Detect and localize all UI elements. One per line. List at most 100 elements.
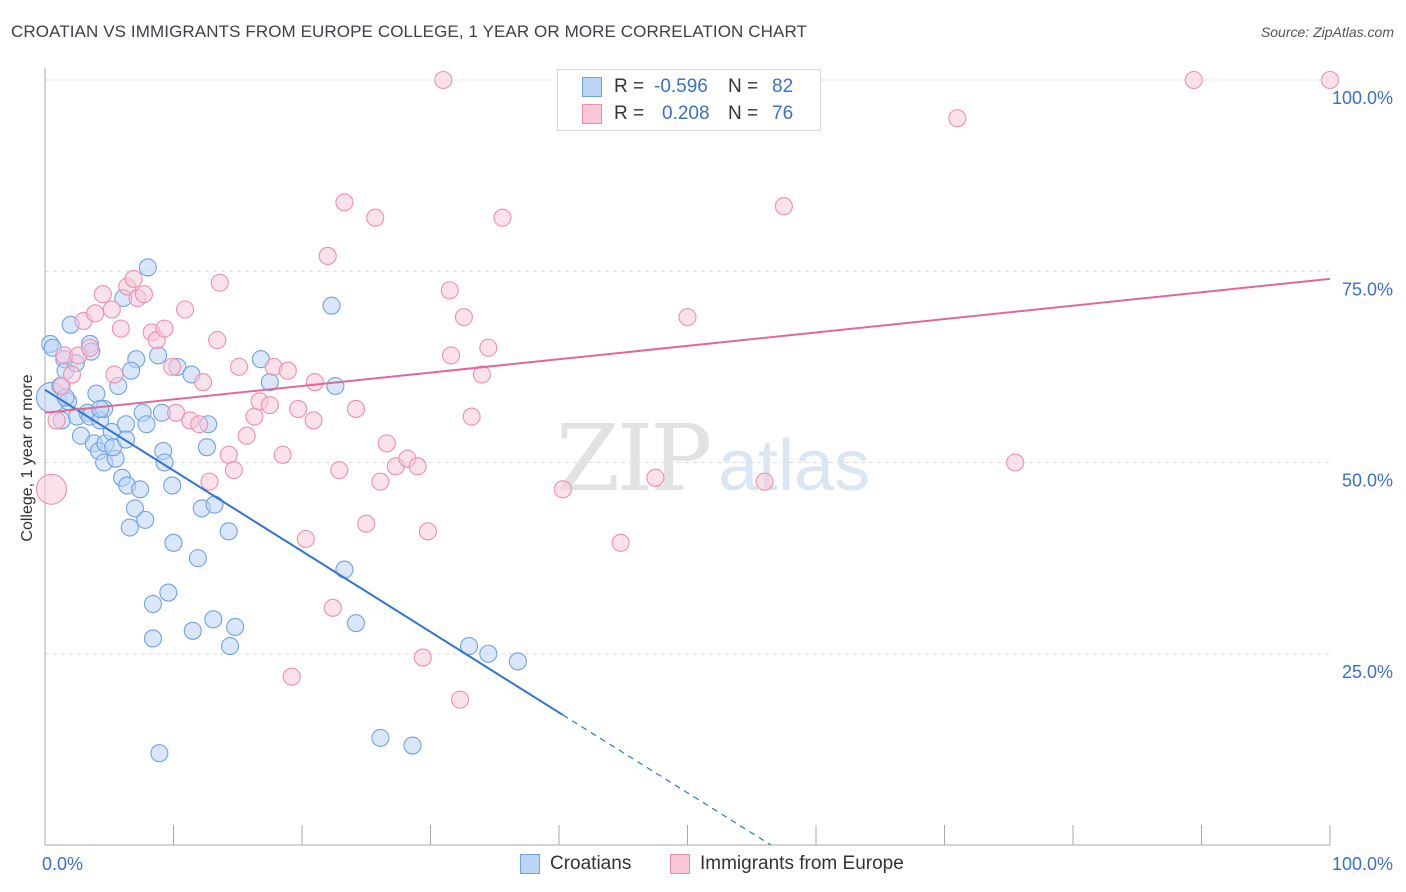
data-point — [208, 331, 227, 350]
data-point — [553, 480, 572, 499]
data-point — [273, 445, 292, 464]
y-axis-label: College, 1 year or more — [19, 374, 36, 542]
y-tick-label: 75.0% — [1342, 279, 1393, 299]
bottom-legend-croatians: Croatians — [520, 852, 631, 876]
bottom-legend-label-immigrants: Immigrants from Europe — [700, 853, 904, 874]
data-point — [326, 376, 345, 396]
data-point — [335, 193, 354, 212]
data-point — [330, 461, 349, 480]
data-point — [403, 736, 422, 755]
data-point — [102, 300, 121, 319]
data-point — [197, 438, 216, 457]
data-point — [125, 499, 144, 518]
data-point — [318, 246, 337, 265]
data-point — [163, 357, 182, 376]
data-point — [440, 281, 459, 300]
series-croatians — [35, 258, 527, 763]
data-point — [479, 644, 498, 663]
data-point — [155, 319, 174, 338]
data-point — [200, 472, 219, 491]
data-point — [164, 533, 183, 552]
data-point — [124, 269, 143, 288]
data-point — [282, 667, 301, 686]
data-point — [47, 411, 66, 430]
data-point — [678, 308, 697, 327]
n-label: N = — [728, 76, 759, 97]
data-point — [143, 594, 162, 614]
data-point — [116, 415, 136, 434]
x-tick-label-max: 100.0% — [1332, 854, 1393, 874]
data-point — [1320, 70, 1340, 90]
data-point — [105, 365, 124, 384]
data-point — [304, 411, 323, 430]
data-point — [371, 728, 390, 747]
data-point — [442, 346, 461, 365]
watermark-zip: ZIP — [556, 405, 709, 512]
legend-row-croatians: R = -0.596 N = 82 — [582, 76, 793, 98]
data-point — [219, 445, 238, 464]
trend-line-croatians-extension — [562, 714, 772, 846]
data-point — [131, 480, 150, 499]
data-point — [224, 461, 243, 480]
data-point — [278, 361, 297, 380]
legend-swatch-croatians — [582, 77, 602, 97]
data-point — [111, 319, 130, 338]
data-point — [237, 426, 256, 445]
source-label: Source: ZipAtlas.com — [1260, 24, 1394, 40]
data-point — [508, 652, 527, 671]
data-point — [755, 472, 774, 491]
data-point — [322, 296, 341, 315]
data-point — [451, 690, 470, 709]
data-point — [434, 70, 453, 90]
data-point — [205, 495, 224, 514]
data-point — [366, 208, 385, 227]
data-point — [408, 457, 427, 476]
data-point — [371, 472, 390, 491]
data-point — [1184, 70, 1203, 90]
data-point — [149, 346, 168, 365]
data-point — [226, 617, 245, 637]
data-point — [305, 373, 324, 392]
data-point — [183, 621, 202, 640]
data-point — [91, 399, 110, 419]
y-tick-label: 25.0% — [1342, 662, 1393, 682]
n-value-immigrants: 76 — [772, 103, 794, 124]
data-point — [122, 361, 141, 380]
data-point — [52, 376, 71, 396]
data-point — [459, 637, 479, 656]
data-point — [229, 357, 249, 376]
legend-row-immigrants: R = 0.208 N = 76 — [582, 103, 793, 125]
data-point — [194, 373, 213, 392]
watermark-atlas: atlas — [718, 426, 870, 506]
data-point — [454, 308, 473, 327]
data-point — [143, 629, 162, 648]
data-point — [260, 396, 279, 415]
data-point — [137, 415, 156, 434]
r-value-croatians: -0.596 — [654, 76, 708, 97]
chart-title: CROATIAN VS IMMIGRANTS FROM EUROPE COLLE… — [11, 22, 808, 41]
data-point — [188, 549, 207, 568]
data-point — [357, 514, 376, 533]
data-point — [418, 522, 437, 541]
bottom-swatch-immigrants — [670, 854, 690, 874]
data-point — [479, 338, 498, 357]
data-point — [136, 510, 155, 529]
data-point — [62, 365, 82, 384]
r-label: R = — [614, 103, 645, 124]
watermark: ZIP atlas — [556, 405, 870, 512]
data-point — [210, 273, 229, 292]
data-point — [377, 434, 396, 453]
data-point — [774, 197, 793, 216]
data-point — [493, 208, 512, 227]
correlation-legend: R = -0.596 N = 82 R = 0.208 N = 76 — [557, 69, 821, 131]
data-point — [163, 476, 182, 495]
data-point — [289, 399, 308, 419]
data-point — [948, 109, 967, 128]
data-point — [1006, 453, 1025, 472]
data-point — [346, 614, 366, 633]
n-label: N = — [728, 103, 759, 124]
trend-line-croatians — [44, 388, 564, 716]
data-point — [150, 744, 169, 763]
r-label: R = — [614, 76, 645, 97]
